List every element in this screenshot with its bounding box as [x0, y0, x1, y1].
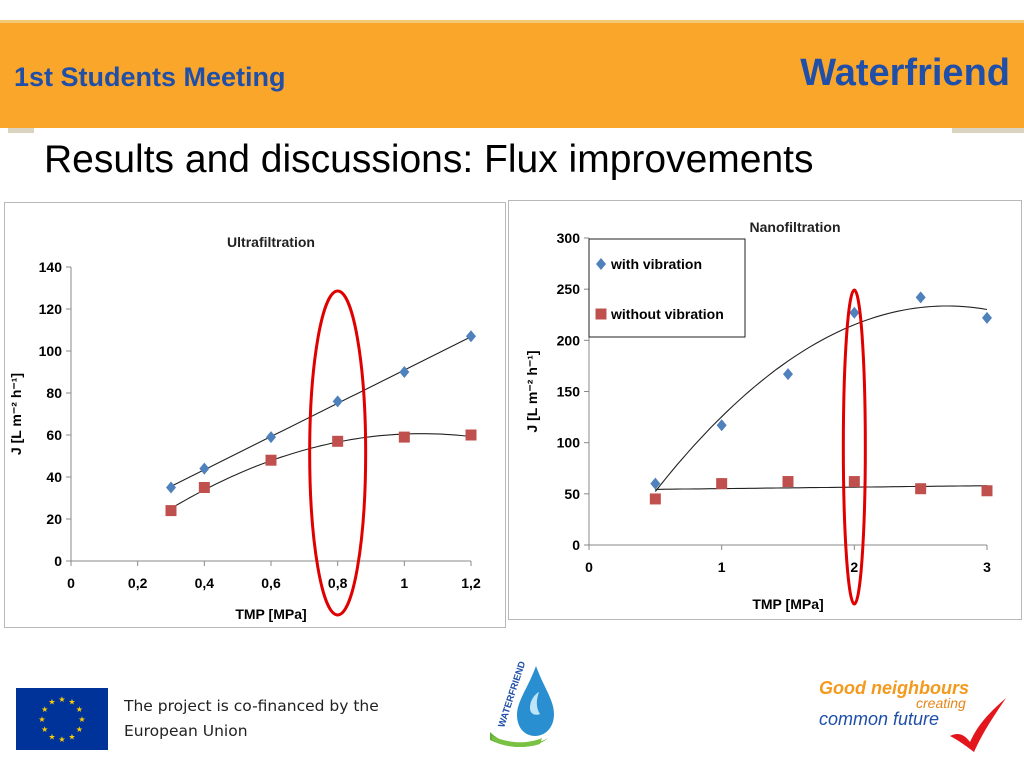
data-point-square: [782, 476, 794, 488]
banner-tab-right: [952, 128, 1024, 133]
y-tick-label: 50: [564, 486, 580, 502]
data-point-diamond: [650, 477, 661, 490]
data-point-diamond: [399, 366, 410, 378]
eu-star-icon: ★: [41, 725, 48, 734]
data-point-square: [848, 476, 860, 488]
data-point-square: [398, 431, 410, 443]
data-point-square: [332, 435, 344, 447]
x-axis-label: TMP [MPa]: [752, 596, 823, 612]
y-tick-label: 140: [39, 259, 63, 275]
brand-title: Waterfriend: [800, 52, 1010, 94]
data-point-square: [981, 485, 993, 497]
y-tick-label: 40: [46, 469, 62, 485]
y-tick-label: 200: [557, 332, 581, 348]
data-point-diamond: [166, 481, 176, 494]
data-point-square: [165, 505, 177, 517]
gn-line2: creating: [916, 695, 966, 711]
y-tick-label: 20: [46, 511, 62, 527]
x-tick-label: 0: [67, 575, 75, 591]
nanofiltration-chart: 0 50 100 150 200 250 300 0 1 2 3 Nanofiltration TMP …: [508, 200, 1022, 620]
eu-star-icon: ★: [48, 698, 55, 707]
x-axis-label: TMP [MPa]: [235, 606, 306, 622]
data-point-square: [265, 454, 277, 466]
data-point-square: [915, 483, 927, 495]
y-tick-label: 100: [39, 343, 63, 359]
data-point-diamond: [199, 462, 210, 475]
waterfriend-logo: WATERFRIEND: [490, 660, 554, 748]
y-axis-label: J [L m⁻² h⁻¹]: [8, 373, 24, 455]
data-point-diamond: [332, 395, 343, 408]
legend-marker-square: [595, 308, 607, 320]
data-point-square: [649, 493, 661, 505]
trendline: [655, 485, 988, 490]
x-tick-label: 1: [718, 559, 726, 575]
eu-cofinance-text: The project is co-financed by the Europe…: [124, 694, 379, 744]
data-point-diamond: [915, 291, 926, 304]
data-point-diamond: [266, 431, 276, 444]
y-tick-label: 150: [557, 384, 581, 400]
data-point-diamond: [849, 306, 860, 319]
trendline: [170, 433, 472, 509]
legend-marker-diamond: [596, 258, 606, 270]
y-tick-label: 0: [54, 553, 62, 569]
x-tick-label: 1,2: [461, 575, 481, 591]
legend-label: without vibration: [610, 306, 724, 322]
checkmark-icon: [950, 698, 1006, 752]
x-tick-label: 0,4: [195, 575, 215, 591]
x-tick-label: 3: [983, 559, 991, 575]
x-tick-label: 0,6: [261, 575, 281, 591]
legend-box: [588, 238, 746, 338]
trendline: [170, 336, 472, 487]
eu-star-icon: ★: [38, 715, 45, 724]
chart-title: Nanofiltration: [750, 219, 841, 235]
header-banner: [0, 20, 1024, 128]
x-tick-label: 0,2: [128, 575, 148, 591]
eu-star-icon: ★: [76, 705, 83, 714]
trendline: [654, 305, 988, 492]
eu-star-icon: ★: [68, 698, 75, 707]
y-tick-label: 100: [557, 435, 581, 451]
data-point-square: [716, 478, 728, 490]
y-tick-label: 80: [46, 385, 62, 401]
data-point-square: [465, 429, 477, 441]
eu-star-icon: ★: [76, 725, 83, 734]
eu-star-icon: ★: [78, 715, 85, 724]
data-point-diamond: [466, 330, 476, 343]
eu-text-line1: The project is co-financed by the: [124, 697, 379, 715]
data-point-diamond: [783, 368, 793, 381]
eu-text-line2: European Union: [124, 722, 248, 740]
eu-star-icon: ★: [58, 735, 65, 744]
y-tick-label: 120: [39, 301, 63, 317]
chart-title: Ultrafiltration: [227, 234, 315, 250]
x-tick-label: 0: [585, 559, 593, 575]
eu-star-icon: ★: [41, 705, 48, 714]
ultrafiltration-chart: 0 20 40 60 80 100 120 140 0 0,2 0,4 0,6 0,8 1 1,2 Ultra…: [4, 202, 506, 628]
x-tick-label: 2: [850, 559, 858, 575]
eu-star-icon: ★: [48, 732, 55, 741]
slide-title: Results and discussions: Flux improvemen…: [44, 138, 814, 181]
x-tick-label: 0,8: [328, 575, 348, 591]
y-tick-label: 300: [557, 230, 581, 246]
highlight-ellipse: [308, 289, 368, 617]
y-axis-label: J [L m⁻² h⁻¹]: [524, 350, 540, 432]
data-point-diamond: [982, 311, 992, 324]
highlight-ellipse: [841, 288, 867, 606]
eu-flag-icon: ★ ★★★★★★★★★★★: [16, 688, 108, 750]
legend-label: with vibration: [610, 256, 702, 272]
banner-tab-left: [8, 128, 34, 133]
meeting-title: 1st Students Meeting: [14, 62, 286, 92]
x-tick-label: 1: [400, 575, 408, 591]
eu-star-icon: ★: [68, 732, 75, 741]
y-tick-label: 0: [572, 537, 580, 553]
gn-line3: common future: [819, 709, 939, 729]
data-point-square: [198, 482, 210, 493]
gn-line1: Good neighbours: [819, 678, 969, 698]
data-point-diamond: [716, 419, 727, 432]
y-tick-label: 60: [46, 427, 62, 443]
eu-star-icon: ★: [58, 695, 65, 704]
y-tick-label: 250: [557, 281, 581, 297]
good-neighbours-logo: Good neighbours creating common future: [819, 678, 1006, 752]
